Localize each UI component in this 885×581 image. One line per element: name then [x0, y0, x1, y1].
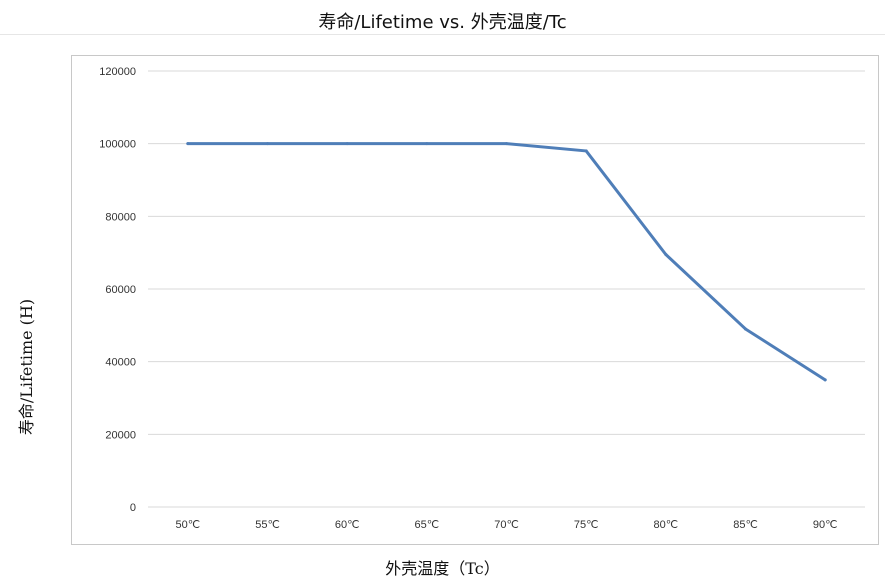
- y-tick-label: 40000: [105, 357, 136, 369]
- x-tick-label: 85℃: [733, 519, 758, 531]
- x-axis-label: 外壳温度（Tc）: [385, 559, 500, 578]
- y-tick-label: 60000: [105, 284, 136, 296]
- x-tick-label: 50℃: [176, 519, 201, 531]
- data-point: [584, 149, 588, 153]
- data-point: [425, 142, 429, 146]
- data-point: [664, 252, 668, 256]
- y-tick-label: 0: [130, 502, 136, 514]
- x-tick-label: 90℃: [813, 519, 838, 531]
- data-point: [505, 142, 508, 146]
- data-point: [823, 378, 827, 382]
- series-line: [186, 142, 827, 382]
- chart-title: 寿命/Lifetime vs. 外壳温度/Tc: [318, 12, 567, 33]
- chart-frame: [71, 55, 879, 545]
- x-tick-label: 70℃: [494, 519, 519, 531]
- y-tick-label: 20000: [105, 429, 136, 441]
- y-tick-label: 80000: [105, 211, 136, 223]
- y-tick-label: 100000: [99, 139, 136, 151]
- x-tick-label: 80℃: [654, 519, 679, 531]
- x-tick-label: 65℃: [415, 519, 440, 531]
- title-divider: [0, 34, 885, 35]
- x-tick-label: 75℃: [574, 519, 599, 531]
- x-tick-label: 55℃: [255, 519, 280, 531]
- x-tick-label: 60℃: [335, 519, 360, 531]
- data-point: [186, 142, 190, 146]
- y-tick-label: 120000: [99, 66, 136, 78]
- data-point: [744, 327, 747, 331]
- data-point: [345, 142, 349, 146]
- data-point: [266, 142, 269, 146]
